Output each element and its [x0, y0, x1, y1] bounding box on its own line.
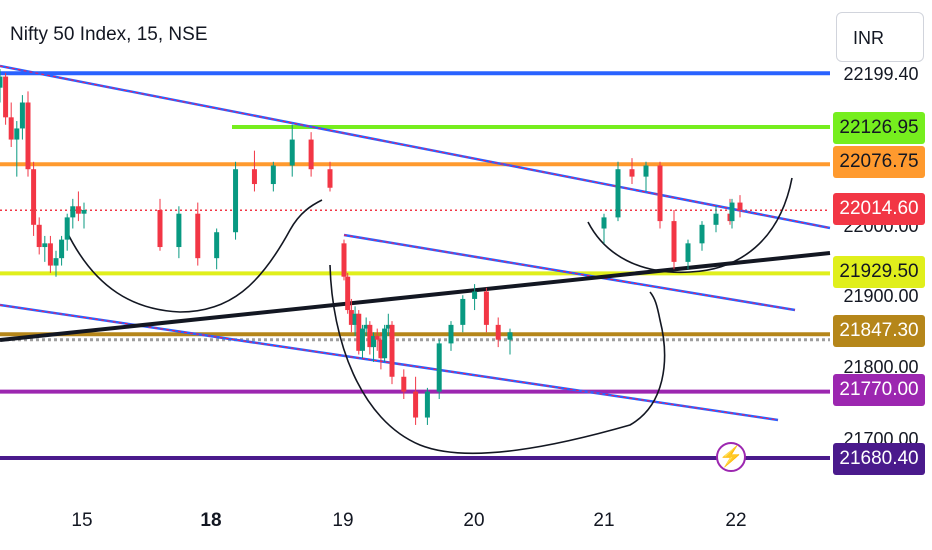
- candle-body: [8, 117, 14, 140]
- axis-price-label: 22199.40: [843, 64, 919, 84]
- candle-body: [615, 169, 621, 218]
- candle-body: [699, 224, 705, 244]
- cup-arc: [329, 264, 666, 455]
- cup-arc: [587, 177, 793, 274]
- chart-title: Nifty 50 Index, 15, NSE: [10, 24, 208, 45]
- x-axis-label: 18: [200, 510, 222, 531]
- candle-body: [64, 217, 70, 240]
- candle-body: [507, 332, 513, 340]
- candle-body: [53, 258, 59, 266]
- candle-body: [356, 313, 362, 351]
- candle-body: [382, 328, 388, 359]
- candle-body: [289, 139, 295, 166]
- candle-body: [448, 324, 454, 344]
- x-axis-label: 20: [463, 510, 485, 531]
- candle-body: [42, 243, 48, 248]
- candle-body: [47, 243, 53, 266]
- price-label-last: 22014.60: [833, 193, 925, 225]
- candle-body: [629, 169, 635, 177]
- price-label-orange: 22076.75: [833, 146, 925, 178]
- candle-body: [348, 310, 354, 325]
- candle-body: [233, 169, 239, 233]
- candle-body: [713, 213, 719, 225]
- candle-body: [657, 165, 663, 222]
- candle-body: [729, 202, 735, 222]
- channel-line-pink: [0, 304, 779, 421]
- candle-body: [385, 324, 391, 329]
- candle-body: [389, 339, 395, 377]
- candle-body: [352, 313, 358, 325]
- candle-body: [81, 209, 87, 214]
- candle-body: [31, 169, 37, 225]
- price-label-purple: 21770.00: [833, 374, 925, 406]
- candle-body: [378, 339, 384, 359]
- candle-body: [345, 276, 351, 311]
- candle-body: [14, 128, 20, 140]
- price-label-yellow: 21929.50: [833, 256, 925, 288]
- cup-pattern-annotations: [65, 177, 793, 455]
- currency-button[interactable]: INR: [836, 12, 924, 62]
- candle-body: [460, 298, 466, 325]
- candle-body: [36, 224, 42, 248]
- candle-body: [308, 139, 314, 170]
- candle-body: [195, 213, 201, 259]
- price-label-gold: 21847.30: [833, 315, 925, 347]
- candlesticks: [0, 69, 743, 425]
- candle-body: [251, 169, 257, 185]
- candle-body: [436, 343, 442, 392]
- candle-body: [374, 335, 380, 340]
- x-axis-label: 21: [593, 510, 615, 531]
- black-trend-line: [0, 251, 831, 342]
- candle-body: [19, 102, 25, 129]
- horizontal-level-lines: [0, 71, 830, 460]
- candle-body: [601, 217, 607, 229]
- candle-body: [25, 102, 31, 170]
- axis-price-label: 21900.00: [843, 286, 919, 306]
- candle-body: [59, 239, 65, 259]
- candle-body: [176, 213, 182, 248]
- candle-body: [495, 324, 501, 340]
- candle-body: [424, 391, 430, 418]
- candle-body: [157, 209, 163, 248]
- lightning-icon[interactable]: ⚡: [716, 442, 746, 472]
- candle-body: [0, 76, 3, 88]
- candle-body: [413, 391, 419, 418]
- candle-body: [214, 232, 220, 259]
- x-axis-label: 19: [332, 510, 354, 531]
- price-label-indigo: 21680.40: [833, 443, 925, 475]
- candle-body: [671, 221, 677, 262]
- candle-body: [3, 76, 9, 118]
- candle-body: [389, 324, 395, 340]
- channel-line-pink: [343, 234, 796, 311]
- candle-body: [367, 324, 373, 348]
- x-axis-label: 15: [71, 510, 93, 531]
- channel-line-pink: [0, 65, 831, 229]
- price-label-green: 22126.95: [833, 112, 925, 144]
- candle-body: [70, 206, 76, 218]
- candle-body: [371, 335, 377, 348]
- candle-body: [363, 324, 369, 329]
- cup-arc: [65, 199, 323, 313]
- candle-body: [270, 165, 276, 185]
- candle-body: [341, 243, 347, 277]
- candle-body: [472, 291, 478, 299]
- x-axis-label: 22: [725, 510, 747, 531]
- candle-body: [401, 376, 407, 392]
- candle-body: [327, 169, 333, 188]
- candle-body: [685, 243, 691, 262]
- axis-price-label: 21800.00: [843, 357, 919, 377]
- trend-lines: [0, 64, 831, 422]
- candle-body: [359, 328, 365, 351]
- candle-body: [643, 165, 649, 177]
- candle-body: [75, 206, 81, 214]
- candle-body: [737, 202, 743, 210]
- candle-body: [483, 291, 489, 325]
